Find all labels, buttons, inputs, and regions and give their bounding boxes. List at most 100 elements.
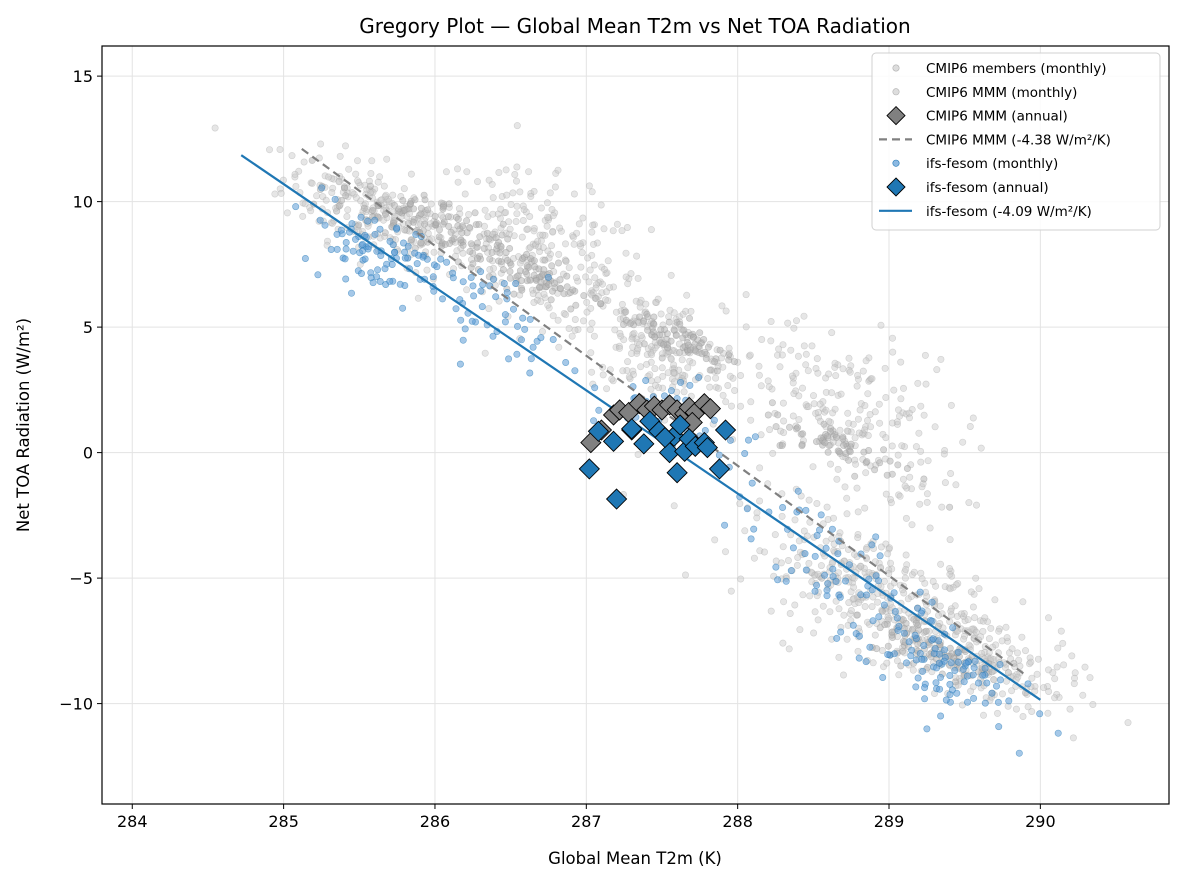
scatter-point: [643, 360, 651, 368]
scatter-point: [654, 376, 662, 384]
scatter-point: [1059, 639, 1067, 647]
scatter-point: [881, 621, 889, 629]
scatter-point: [430, 248, 438, 256]
scatter-point: [592, 281, 600, 289]
scatter-point: [835, 653, 843, 661]
scatter-point: [381, 265, 389, 273]
scatter-point: [845, 366, 853, 374]
scatter-point: [712, 383, 720, 391]
scatter-point: [945, 564, 953, 572]
scatter-point: [854, 534, 862, 542]
scatter-point: [918, 575, 926, 583]
scatter-point: [737, 371, 745, 379]
scatter-point: [388, 260, 396, 268]
scatter-point: [541, 216, 549, 224]
scatter-point: [413, 260, 421, 268]
scatter-point: [941, 479, 949, 487]
scatter-point: [885, 545, 893, 553]
scatter-point: [461, 325, 469, 333]
scatter-point: [952, 581, 960, 589]
scatter-point: [538, 327, 546, 335]
scatter-point: [534, 291, 542, 299]
ifs-fesom-annual-diamond: [633, 433, 655, 455]
scatter-point: [974, 679, 982, 687]
scatter-point: [612, 343, 620, 351]
scatter-point: [466, 248, 474, 256]
scatter-point: [839, 441, 847, 449]
scatter-point: [368, 157, 376, 165]
scatter-point: [342, 239, 350, 247]
scatter-point: [695, 373, 703, 381]
scatter-point: [828, 329, 836, 337]
legend-marker-point: [892, 159, 900, 167]
scatter-point: [851, 472, 859, 480]
scatter-point: [1089, 700, 1097, 708]
scatter-point: [335, 177, 343, 185]
scatter-point: [650, 313, 658, 321]
scatter-point: [886, 582, 894, 590]
scatter-point: [328, 174, 336, 182]
scatter-point: [798, 442, 806, 450]
scatter-point: [530, 224, 538, 232]
scatter-point: [824, 515, 832, 523]
scatter-point: [507, 261, 515, 269]
scatter-point: [350, 190, 358, 198]
scatter-point: [800, 342, 808, 350]
axis-ticks: 284 285 286 287 288 289 290 −10 −5 0 5 10 15: [59, 67, 1055, 831]
scatter-point: [903, 561, 911, 569]
scatter-point: [782, 577, 790, 585]
scatter-point: [314, 271, 322, 279]
scatter-point: [833, 475, 841, 483]
scatter-point: [922, 380, 930, 388]
scatter-point: [642, 300, 650, 308]
scatter-point: [784, 319, 792, 327]
scatter-point: [778, 441, 786, 449]
scatter-point: [843, 635, 851, 643]
scatter-point: [399, 304, 407, 312]
scatter-point: [812, 364, 820, 372]
scatter-point: [513, 202, 521, 210]
scatter-point: [584, 254, 592, 262]
scatter-point: [895, 412, 903, 420]
scatter-point: [576, 242, 584, 250]
scatter-point: [623, 224, 631, 232]
scatter-point: [1036, 710, 1044, 718]
scatter-point: [632, 335, 640, 343]
scatter-point: [869, 617, 877, 625]
scatter-point: [822, 537, 830, 545]
scatter-point: [541, 294, 549, 302]
scatter-point: [364, 217, 372, 225]
scatter-point: [726, 436, 734, 444]
scatter-point: [983, 618, 991, 626]
scatter-point: [951, 631, 959, 639]
scatter-point: [628, 335, 636, 343]
scatter-point: [1079, 691, 1087, 699]
scatter-point: [529, 290, 537, 298]
scatter-point: [777, 559, 785, 567]
scatter-point: [665, 318, 673, 326]
scatter-point: [959, 665, 967, 673]
scatter-point: [787, 346, 795, 354]
scatter-point: [887, 499, 895, 507]
scatter-point: [860, 448, 868, 456]
scatter-point: [560, 290, 568, 298]
scatter-point: [497, 243, 505, 251]
scatter-point: [871, 466, 879, 474]
scatter-point: [822, 374, 830, 382]
scatter-point: [670, 365, 678, 373]
scatter-point: [865, 377, 873, 385]
scatter-point: [666, 306, 674, 314]
scatter-point: [1027, 658, 1035, 666]
scatter-point: [849, 595, 857, 603]
scatter-point: [983, 679, 991, 687]
scatter-point: [893, 657, 901, 665]
scatter-point: [360, 204, 368, 212]
scatter-point: [288, 152, 296, 160]
scatter-point: [597, 201, 605, 209]
scatter-point: [916, 588, 924, 596]
scatter-point: [716, 346, 724, 354]
scatter-point: [880, 601, 888, 609]
scatter-point: [899, 409, 907, 417]
scatter-point: [918, 655, 926, 663]
scatter-point: [636, 299, 644, 307]
